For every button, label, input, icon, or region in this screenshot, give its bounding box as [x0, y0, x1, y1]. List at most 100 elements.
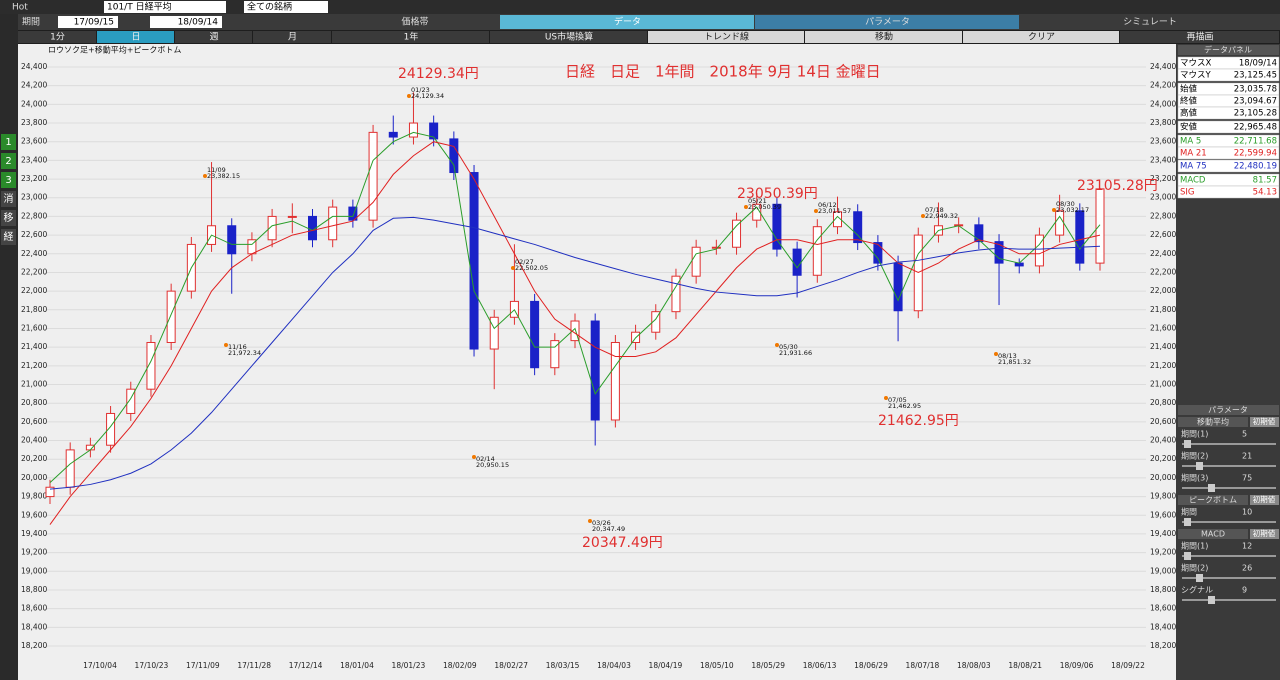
- slider-thumb[interactable]: [1208, 484, 1215, 492]
- candle-body: [287, 215, 297, 218]
- slider-thumb[interactable]: [1184, 440, 1191, 448]
- y-tick-label: 22,600: [21, 230, 47, 239]
- peak-dot: [744, 205, 748, 209]
- candle-body: [732, 219, 742, 248]
- slider-thumb[interactable]: [1196, 574, 1203, 582]
- candle-body: [651, 311, 661, 333]
- y-tick-label: 23,200: [1150, 174, 1176, 183]
- panel-row: [1177, 106, 1280, 120]
- x-tick-label: 18/08/03: [957, 661, 991, 670]
- date-input[interactable]: [58, 16, 118, 28]
- tab[interactable]: [1020, 15, 1279, 29]
- x-tick-label: 18/06/29: [854, 661, 888, 670]
- x-tick-label: 17/10/04: [83, 661, 117, 670]
- slider-thumb[interactable]: [1208, 596, 1215, 604]
- candle-body: [893, 262, 903, 312]
- slider-thumb[interactable]: [1184, 518, 1191, 526]
- row-value: 54.13: [1253, 188, 1277, 198]
- y-tick-label: 19,200: [21, 548, 47, 557]
- peak-price: 24,129.34: [411, 92, 444, 100]
- peak-dot: [921, 214, 925, 218]
- button[interactable]: [18, 31, 96, 43]
- y-tick-label: 18,600: [21, 604, 47, 613]
- button[interactable]: [97, 31, 174, 43]
- candle-body: [1055, 210, 1065, 236]
- button[interactable]: [253, 31, 331, 43]
- tab[interactable]: [755, 15, 1019, 29]
- row-value: 22,599.94: [1234, 149, 1277, 159]
- sidebar-icon[interactable]: [1, 172, 16, 188]
- y-tick-label: 20,800: [1150, 398, 1176, 407]
- y-tick-label: 20,800: [21, 398, 47, 407]
- symbol-input[interactable]: [104, 1, 226, 13]
- y-tick-label: 19,400: [1150, 529, 1176, 538]
- sidebar-label: 3: [5, 175, 11, 186]
- button[interactable]: [1120, 31, 1279, 43]
- sidebar-icon[interactable]: [1, 191, 16, 207]
- date-value: 18/09/14: [178, 18, 219, 28]
- candle-body: [711, 246, 721, 249]
- button[interactable]: [805, 31, 962, 43]
- y-tick-label: 21,800: [21, 305, 47, 314]
- tab[interactable]: [500, 15, 754, 29]
- app-label: Hot: [12, 3, 28, 13]
- tab[interactable]: [330, 15, 499, 29]
- reset-button[interactable]: [1250, 417, 1279, 427]
- candle-body: [449, 138, 459, 174]
- row-label: MA 21: [1180, 149, 1207, 159]
- y-tick-label: 18,800: [1150, 585, 1176, 594]
- y-tick-label: 23,400: [1150, 155, 1176, 164]
- button-label: 移動: [875, 31, 893, 43]
- peak-date: 07/18: [925, 206, 944, 214]
- x-tick-label: 17/10/23: [135, 661, 169, 670]
- y-tick-label: 22,200: [1150, 267, 1176, 276]
- button[interactable]: [648, 31, 804, 43]
- candle-body: [388, 131, 398, 138]
- row-value: 23,105.28: [1234, 109, 1277, 119]
- param-value: 21: [1242, 452, 1252, 461]
- param-label: 期間(1): [1181, 542, 1208, 551]
- row-value: 23,035.78: [1234, 85, 1277, 95]
- peak-price: 20,347.49: [592, 525, 625, 533]
- reset-button[interactable]: [1250, 529, 1279, 539]
- button[interactable]: [175, 31, 252, 43]
- candle-body: [974, 224, 984, 243]
- y-tick-label: 22,400: [21, 249, 47, 258]
- button[interactable]: [963, 31, 1119, 43]
- peak-price: 21,972.34: [228, 349, 261, 357]
- sidebar-icon[interactable]: [1, 153, 16, 169]
- sidebar-icon[interactable]: [1, 210, 16, 226]
- x-tick-label: 18/01/04: [340, 661, 374, 670]
- peak-date: 05/21: [748, 197, 767, 205]
- button[interactable]: [490, 31, 647, 43]
- peak-date: 08/13: [998, 352, 1017, 360]
- date-value: 17/09/15: [74, 18, 114, 28]
- slider-thumb[interactable]: [1184, 552, 1191, 560]
- sidebar-icon[interactable]: [1, 134, 16, 150]
- market-select[interactable]: [244, 1, 328, 13]
- y-tick-label: 23,400: [21, 155, 47, 164]
- candle-body: [146, 341, 156, 390]
- y-tick-label: 22,800: [21, 211, 47, 220]
- button-label: 1分: [50, 32, 65, 43]
- date-input[interactable]: [150, 16, 222, 28]
- peak-price: 22,502.05: [515, 264, 548, 272]
- param-value: 10: [1242, 508, 1252, 517]
- peak-annotation: 23050.39円: [737, 186, 818, 202]
- param-label: 期間(2): [1181, 564, 1208, 573]
- peak-date: 07/05: [888, 396, 907, 404]
- button[interactable]: [332, 31, 489, 43]
- y-tick-label: 20,200: [21, 454, 47, 463]
- y-tick-label: 22,000: [21, 286, 47, 295]
- sidebar-icon[interactable]: [1, 229, 16, 245]
- y-tick-label: 19,000: [1150, 566, 1176, 575]
- reset-button[interactable]: [1250, 495, 1279, 505]
- peak-dot: [884, 396, 888, 400]
- y-tick-label: 18,400: [21, 622, 47, 631]
- tab-label: データ: [614, 16, 641, 28]
- candle-body: [994, 241, 1004, 264]
- row-label: 終値: [1180, 96, 1198, 107]
- param-value: 75: [1242, 474, 1252, 483]
- slider-thumb[interactable]: [1196, 462, 1203, 470]
